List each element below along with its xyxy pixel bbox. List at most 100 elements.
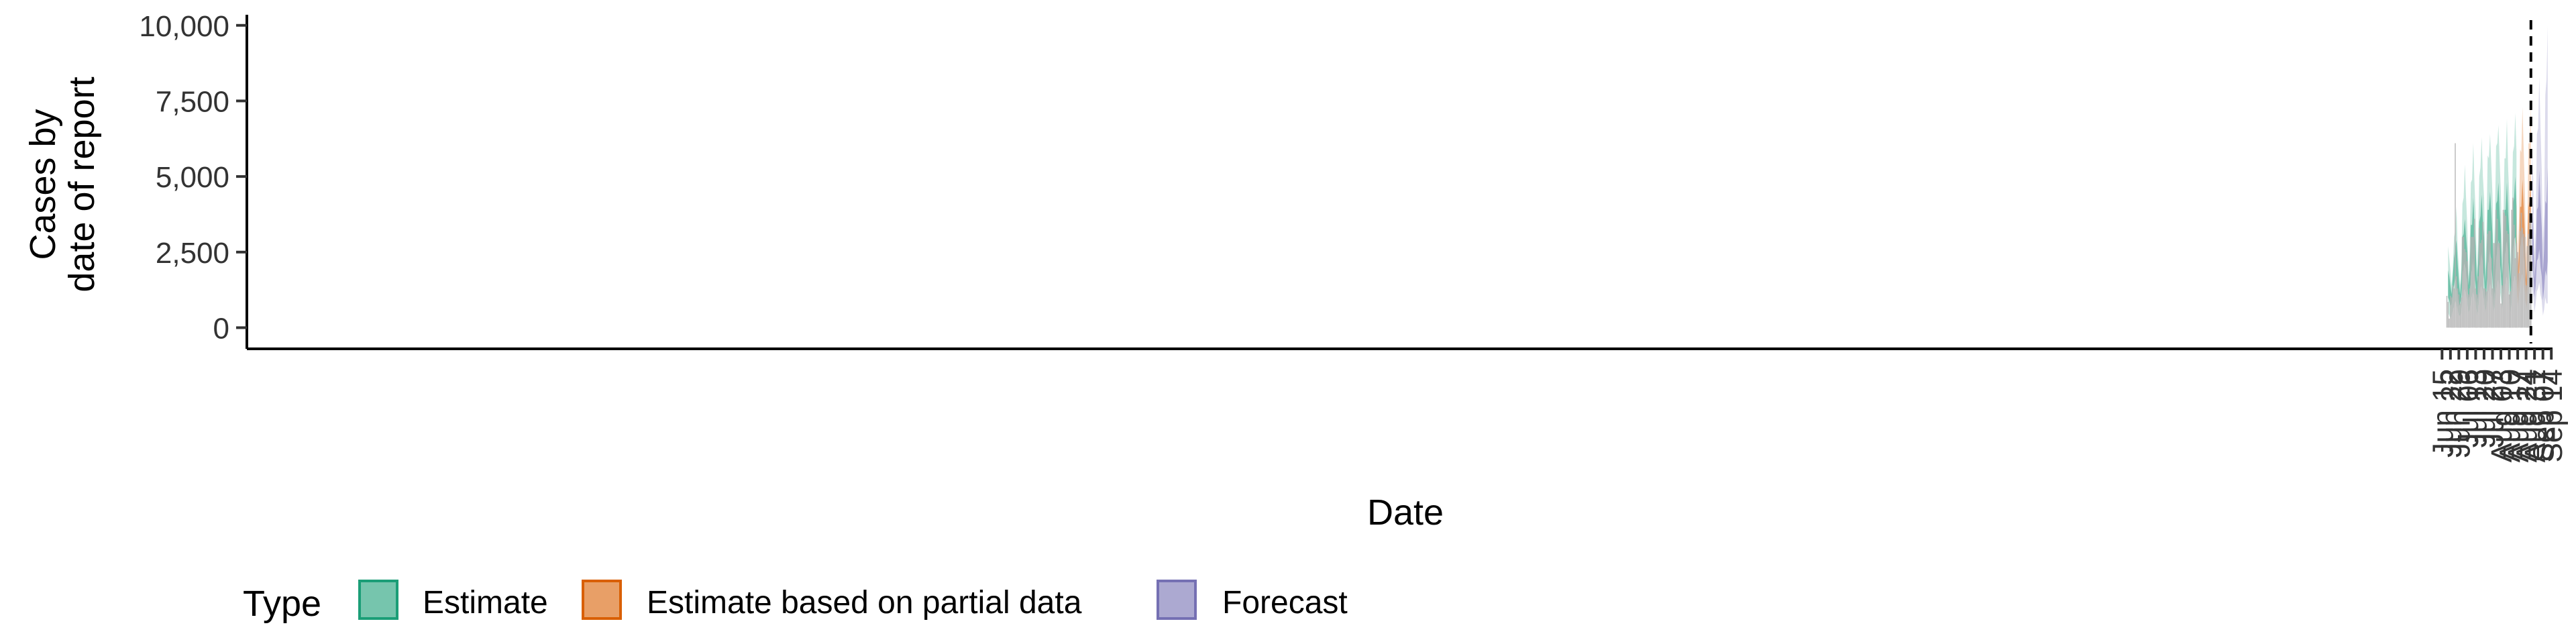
reported-case-bar [2516,243,2518,328]
ribbon-forecast-50 [2532,167,2548,301]
reported-case-bar [2461,297,2462,328]
x-tick-label: Jul 27 [2477,369,2510,447]
reported-case-bar [2482,221,2483,328]
legend-title: Type [243,584,321,624]
reported-case-bar [2479,243,2481,328]
reported-case-bar [2457,288,2459,328]
reported-case-bar [2458,294,2460,328]
x-tick-label: Aug 31 [2519,369,2552,462]
reported-case-bar [2523,233,2524,328]
reported-case-bar [2496,219,2498,328]
reported-case-bar [2496,209,2497,328]
reported-case-bar [2467,261,2468,328]
legend-label-forecast: Forecast [1222,585,1348,621]
x-tick-label: Aug 10 [2494,369,2527,462]
reported-case-bar [2481,239,2483,328]
reported-case-bar [2514,258,2516,328]
legend-label-estimate: Estimate [423,585,548,621]
ribbon-layer [2448,25,2548,319]
y-tick-label: 10,000 [139,10,229,43]
x-tick-label: Jul 20 [2469,369,2502,447]
reported-case-bar [2512,197,2514,328]
reported-case-bar [2476,294,2477,328]
x-tick-label: Aug 17 [2502,369,2535,462]
x-tick-label: Jun 29 [2443,369,2476,458]
y-tick-label: 0 [213,312,229,345]
x-tick-label: Sep 07 [2528,369,2561,462]
reported-case-bar [2483,288,2485,328]
reported-case-bar [2499,243,2500,328]
reported-case-bar [2450,296,2451,328]
reported-case-bar [2506,231,2508,328]
reported-case-bar [2471,237,2473,328]
reported-case-bar [2517,252,2518,328]
reported-case-bar [2475,288,2477,328]
reported-case-bar [2530,221,2532,328]
reported-case-bar [2459,303,2461,328]
reported-case-bar [2461,237,2463,328]
x-tick-label: Jul 13 [2460,369,2493,447]
legend-swatch-forecast [1157,580,1197,620]
reported-case-bar [2493,243,2495,328]
reported-case-bar [2528,233,2529,328]
reported-case-bar [2473,219,2475,328]
legend-swatch-partial [582,580,622,620]
reported-case-bar [2487,233,2489,328]
reported-case-bar [2477,276,2479,328]
reported-case-bar [2502,285,2503,328]
legend-label-partial: Estimate based on partial data [647,585,1082,621]
x-tick-label: Jun 15 [2426,369,2459,458]
reported-case-bar [2524,237,2526,328]
reported-case-bar [2488,231,2489,328]
reported-case-bar [2526,246,2528,328]
legend: Type Estimate Estimate based on partial … [243,579,1348,624]
legend-swatch-estimate [358,580,398,620]
bar-layer [2446,143,2532,328]
reported-case-bar [2447,302,2449,328]
x-tick-label: Sep 14 [2536,369,2569,462]
reported-case-bar [2502,209,2504,328]
x-tick-label: Aug 24 [2511,369,2544,462]
reported-case-bar [2469,288,2471,328]
reported-case-bar [2446,296,2448,328]
reported-case-bar [2511,209,2512,328]
y-axis-title-line-1: Cases by [23,109,63,260]
reported-case-bar [2518,273,2520,328]
reported-case-bar [2485,291,2487,328]
reported-case-bar [2504,213,2506,328]
y-tick-label: 2,500 [156,237,229,270]
reported-case-bar [2525,285,2527,328]
reported-case-bar [2456,276,2457,328]
reported-case-bar [2452,285,2454,328]
reported-case-bar [2505,215,2506,328]
y-tick-label: 7,500 [156,85,229,118]
reported-case-bar [2519,231,2521,328]
reported-case-bar [2508,233,2509,328]
reported-case-bar [2455,143,2456,328]
x-tick-label: Jul 06 [2452,369,2485,447]
reported-case-bar [2470,237,2472,328]
ribbon-estimate-50 [2448,176,2517,307]
reported-case-bar [2494,243,2496,328]
reported-case-bar [2490,258,2492,328]
reported-case-bar [2463,237,2465,328]
reported-case-bar [2453,288,2455,328]
reported-case-bar [2465,252,2467,328]
x-tick-label: Jun 22 [2435,369,2468,458]
reported-case-bar [2510,291,2512,328]
reported-case-bar [2467,294,2469,328]
reported-case-bar [2451,297,2453,328]
x-tick-label: Aug 03 [2485,369,2518,462]
reported-case-bar [2449,318,2450,328]
reported-case-bar [2520,213,2522,328]
reported-case-bar [2522,227,2523,328]
reported-case-bar [2513,225,2515,328]
reported-case-bar [2489,231,2491,328]
x-axis-title: Date [1367,492,1444,533]
y-axis-title-line-2: date of report [62,76,102,292]
reported-case-bar [2500,303,2502,328]
ribbon-forecast-90 [2532,25,2548,316]
reported-case-bar [2491,288,2493,328]
